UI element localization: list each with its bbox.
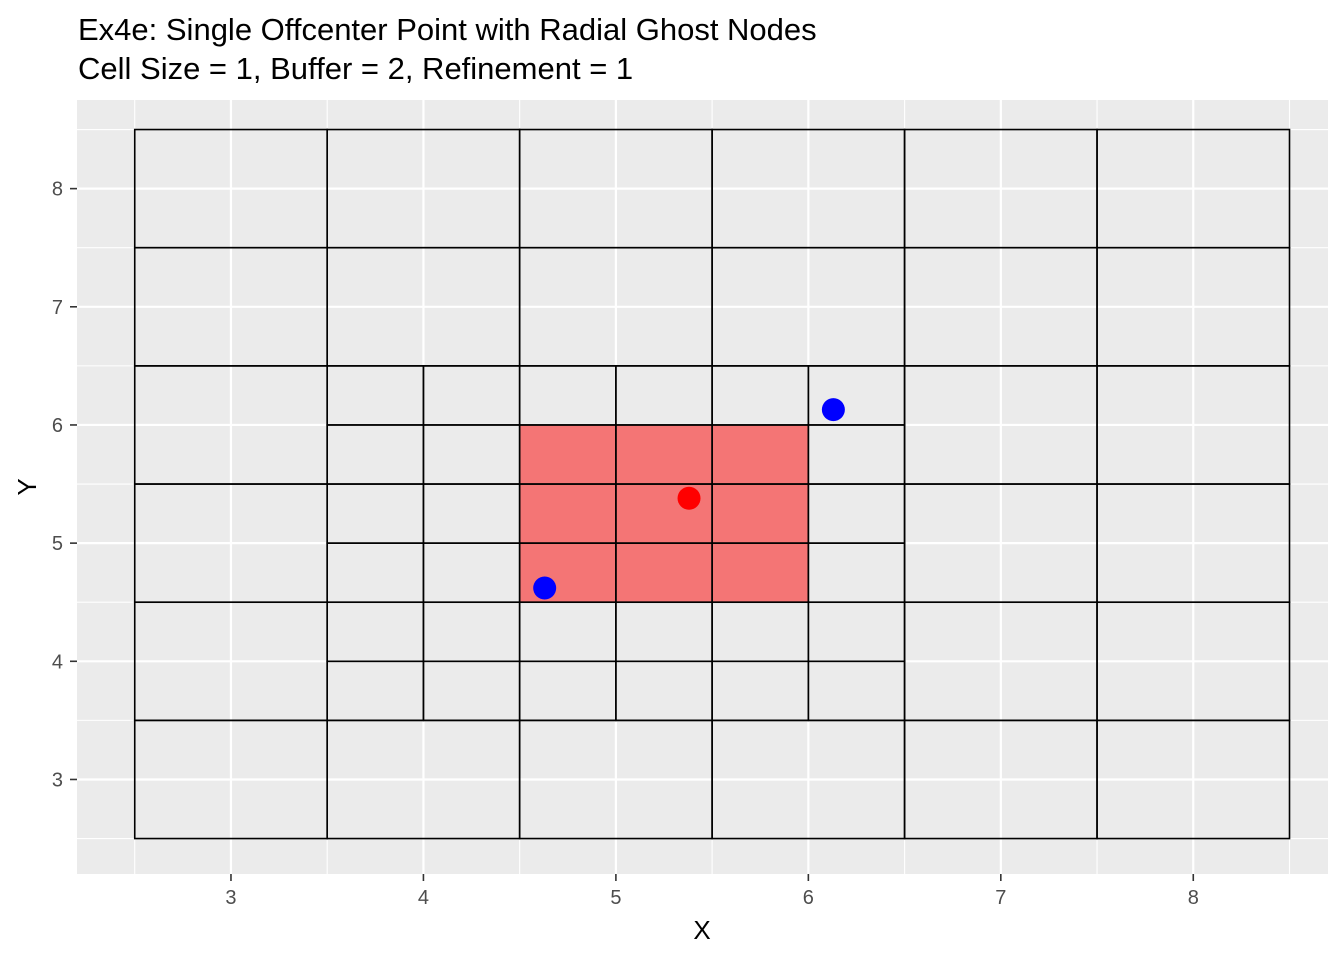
chart-title: Ex4e: Single Offcenter Point with Radial… [78,12,817,47]
cell [1096,128,1291,249]
highlight-layer [519,424,809,603]
cell-grid [133,128,1291,840]
x-tick-label: 8 [1188,887,1199,909]
x-tick-label: 5 [610,887,621,909]
y-axis-title: Y [12,478,42,495]
y-tick-label: 4 [52,651,63,673]
x-axis: 3 4 5 6 7 8 [225,874,1199,909]
y-tick-label: 8 [52,179,63,201]
y-tick-label: 7 [52,297,63,319]
highlight-region [519,424,809,603]
y-tick-label: 5 [52,533,63,555]
y-tick-label: 3 [52,769,63,791]
ghost-node-point [821,398,845,422]
x-tick-label: 6 [803,887,814,909]
x-tick-label: 3 [225,887,236,909]
y-tick-label: 6 [52,415,63,437]
chart-subtitle: Cell Size = 1, Buffer = 2, Refinement = … [78,51,633,86]
x-axis-title: X [693,915,710,945]
x-tick-label: 4 [418,887,429,909]
cell [807,365,906,426]
x-tick-label: 7 [995,887,1006,909]
y-axis: 3 4 5 6 7 8 [52,179,77,791]
ghost-node-point [533,576,557,600]
center-point [677,486,701,510]
points-layer [533,398,845,600]
